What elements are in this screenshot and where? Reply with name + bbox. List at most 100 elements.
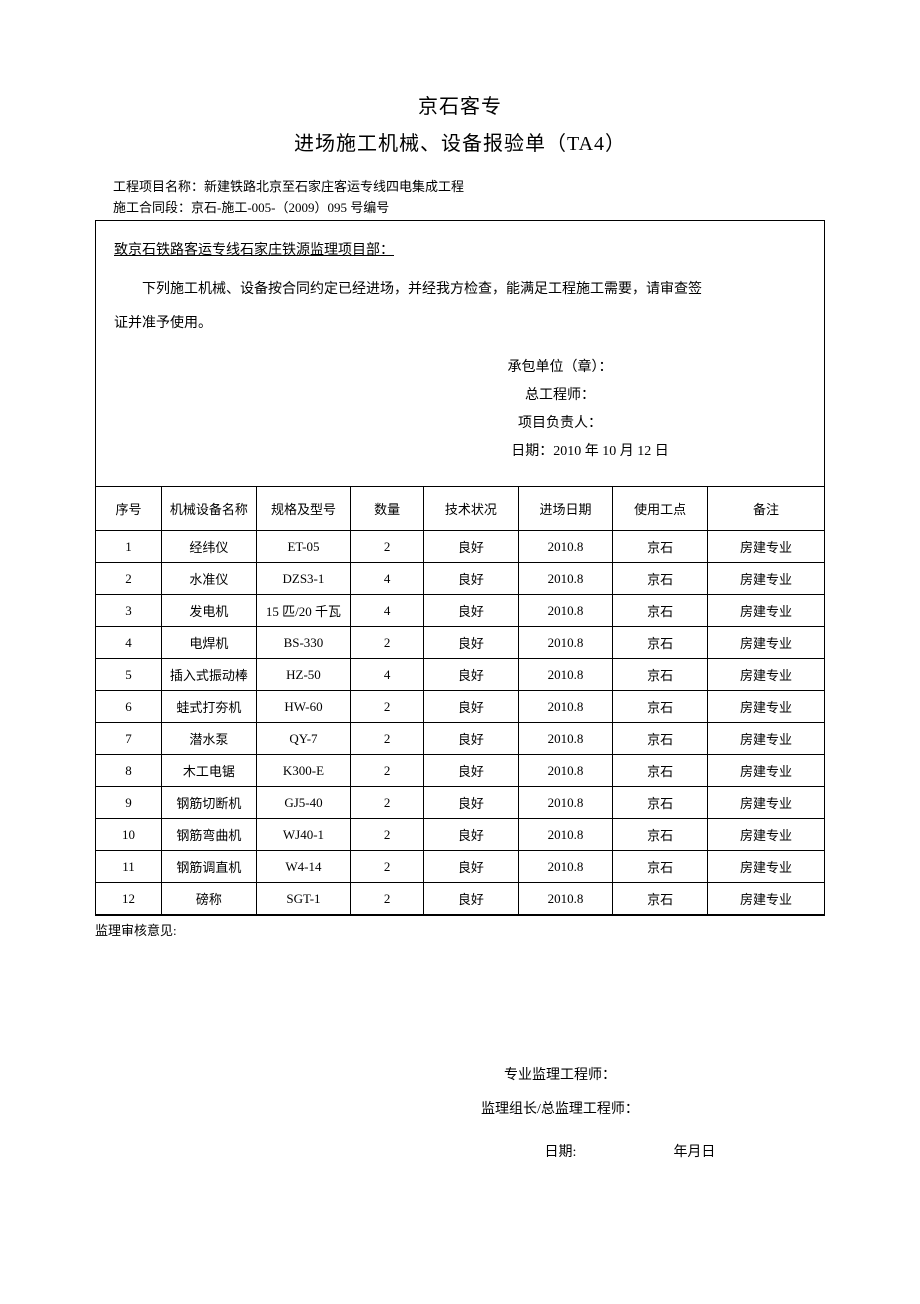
title-line-2: 进场施工机械、设备报验单（TA4） [95, 127, 825, 156]
table-cell: 2 [351, 755, 424, 787]
table-cell: 钢筋切断机 [162, 787, 257, 819]
chief-engineer: 总工程师： [114, 382, 806, 410]
table-row: 6蛙式打夯机HW-602良好2010.8京石房建专业 [96, 691, 824, 723]
table-header-cell: 机械设备名称 [162, 487, 257, 531]
table-cell: 良好 [424, 851, 519, 883]
table-cell: 京石 [613, 755, 708, 787]
table-cell: 良好 [424, 883, 519, 915]
table-cell: DZS3-1 [256, 563, 351, 595]
table-cell: 2010.8 [518, 883, 613, 915]
body-text-1: 下列施工机械、设备按合同约定已经进场，并经我方检查，能满足工程施工需要，请审查签 [114, 273, 806, 307]
table-cell: 2010.8 [518, 755, 613, 787]
table-row: 10钢筋弯曲机WJ40-12良好2010.8京石房建专业 [96, 819, 824, 851]
table-cell: 2 [351, 531, 424, 563]
title-line-1: 京石客专 [95, 90, 825, 119]
table-cell: 京石 [613, 563, 708, 595]
table-cell: 11 [96, 851, 162, 883]
table-header-cell: 序号 [96, 487, 162, 531]
table-cell: 2010.8 [518, 627, 613, 659]
contractor-seal: 承包单位（章）： [114, 354, 806, 382]
table-cell: K300-E [256, 755, 351, 787]
table-cell: 2 [351, 787, 424, 819]
table-cell: 3 [96, 595, 162, 627]
table-cell: 8 [96, 755, 162, 787]
table-cell: 房建专业 [707, 723, 824, 755]
table-cell: QY-7 [256, 723, 351, 755]
table-cell: 京石 [613, 787, 708, 819]
table-header-cell: 技术状况 [424, 487, 519, 531]
table-header-row: 序号机械设备名称规格及型号数量技术状况进场日期使用工点备注 [96, 487, 824, 531]
table-row: 9钢筋切断机GJ5-402良好2010.8京石房建专业 [96, 787, 824, 819]
table-cell: 2 [96, 563, 162, 595]
table-cell: 房建专业 [707, 819, 824, 851]
table-cell: 京石 [613, 819, 708, 851]
table-cell: 2010.8 [518, 659, 613, 691]
table-cell: 房建专业 [707, 627, 824, 659]
table-cell: 2 [351, 723, 424, 755]
signature-date: 日期：2010 年 10 月 12 日 [114, 438, 806, 466]
table-cell: 2010.8 [518, 723, 613, 755]
table-cell: 4 [351, 563, 424, 595]
table-cell: 2010.8 [518, 787, 613, 819]
table-row: 7潜水泵QY-72良好2010.8京石房建专业 [96, 723, 824, 755]
table-cell: 京石 [613, 627, 708, 659]
table-cell: 插入式振动棒 [162, 659, 257, 691]
body-text-2: 证并准予使用。 [114, 307, 806, 341]
table-header-cell: 使用工点 [613, 487, 708, 531]
table-cell: HZ-50 [256, 659, 351, 691]
contract-line: 施工合同段：京石-施工-005-（2009）095 号编号 [95, 197, 825, 216]
date-label: 日期： [511, 444, 553, 459]
table-cell: 房建专业 [707, 755, 824, 787]
table-cell: 良好 [424, 755, 519, 787]
project-head: 项目负责人： [114, 410, 806, 438]
table-cell: 良好 [424, 531, 519, 563]
table-cell: 钢筋弯曲机 [162, 819, 257, 851]
table-cell: 4 [351, 659, 424, 691]
table-cell: 良好 [424, 595, 519, 627]
table-row: 8木工电锯K300-E2良好2010.8京石房建专业 [96, 755, 824, 787]
table-cell: 京石 [613, 851, 708, 883]
table-cell: 钢筋调直机 [162, 851, 257, 883]
table-cell: 2 [351, 883, 424, 915]
table-header-cell: 进场日期 [518, 487, 613, 531]
table-cell: 2 [351, 819, 424, 851]
form-box: 致京石铁路客运专线石家庄铁源监理项目部： 下列施工机械、设备按合同约定已经进场，… [95, 220, 825, 916]
contract-label: 施工合同段： [113, 200, 191, 215]
table-cell: 12 [96, 883, 162, 915]
table-cell: BS-330 [256, 627, 351, 659]
table-cell: 2 [351, 627, 424, 659]
table-cell: HW-60 [256, 691, 351, 723]
prof-engineer: 专业监理工程师： [95, 1059, 825, 1093]
table-cell: 良好 [424, 723, 519, 755]
table-cell: 2010.8 [518, 691, 613, 723]
table-cell: 房建专业 [707, 563, 824, 595]
table-cell: 房建专业 [707, 659, 824, 691]
project-value: 新建铁路北京至石家庄客运专线四电集成工程 [204, 179, 464, 194]
table-row: 3发电机15 匹/20 千瓦4良好2010.8京石房建专业 [96, 595, 824, 627]
project-label: 工程项目名称： [113, 179, 204, 194]
contract-value: 京石-施工-005-（2009）095 号编号 [191, 200, 389, 215]
table-cell: 2010.8 [518, 595, 613, 627]
table-cell: 房建专业 [707, 787, 824, 819]
table-cell: 2010.8 [518, 819, 613, 851]
table-cell: 房建专业 [707, 531, 824, 563]
table-row: 4电焊机BS-3302良好2010.8京石房建专业 [96, 627, 824, 659]
table-cell: 京石 [613, 595, 708, 627]
table-cell: 蛙式打夯机 [162, 691, 257, 723]
table-cell: 1 [96, 531, 162, 563]
table-cell: 2010.8 [518, 851, 613, 883]
table-cell: 9 [96, 787, 162, 819]
table-row: 1经纬仪ET-052良好2010.8京石房建专业 [96, 531, 824, 563]
project-name-line: 工程项目名称：新建铁路北京至石家庄客运专线四电集成工程 [95, 176, 825, 195]
table-cell: 6 [96, 691, 162, 723]
table-row: 12磅称SGT-12良好2010.8京石房建专业 [96, 883, 824, 915]
signature-block: 承包单位（章）： 总工程师： 项目负责人： 日期：2010 年 10 月 12 … [114, 354, 806, 466]
table-row: 11钢筋调直机W4-142良好2010.8京石房建专业 [96, 851, 824, 883]
footer-date-label: 日期: [545, 1145, 577, 1160]
footer-date: 日期: 年月日 [95, 1136, 825, 1170]
table-cell: 7 [96, 723, 162, 755]
table-cell: 木工电锯 [162, 755, 257, 787]
table-cell: SGT-1 [256, 883, 351, 915]
table-cell: 良好 [424, 691, 519, 723]
table-cell: 良好 [424, 787, 519, 819]
